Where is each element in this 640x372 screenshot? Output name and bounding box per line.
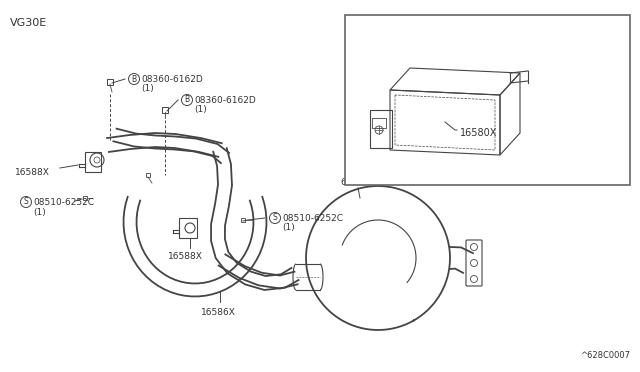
Text: VG30E: VG30E — [10, 18, 47, 28]
Text: 16588X: 16588X — [15, 168, 50, 177]
Bar — [370, 110, 392, 148]
Text: ^628C0007: ^628C0007 — [580, 351, 630, 360]
Text: B: B — [184, 96, 189, 105]
Text: (1): (1) — [194, 105, 207, 114]
Text: (1): (1) — [282, 223, 295, 232]
Text: S: S — [24, 198, 28, 206]
Text: 08510-6252C: 08510-6252C — [33, 198, 94, 207]
Text: (1): (1) — [33, 208, 45, 217]
Text: (1): (1) — [141, 84, 154, 93]
Text: 16588X: 16588X — [168, 252, 203, 261]
Text: 08360-6162D: 08360-6162D — [141, 75, 203, 84]
Bar — [372, 118, 386, 128]
Text: 16580X: 16580X — [460, 128, 497, 138]
Bar — [85, 152, 101, 172]
Text: S: S — [273, 214, 277, 222]
Text: 16586X: 16586X — [200, 308, 236, 317]
Bar — [179, 218, 197, 238]
Text: 62861: 62861 — [340, 178, 369, 187]
Bar — [345, 15, 630, 185]
Text: B: B — [131, 74, 136, 83]
Text: 08510-6252C: 08510-6252C — [282, 214, 343, 223]
Text: 08360-6162D: 08360-6162D — [194, 96, 256, 105]
